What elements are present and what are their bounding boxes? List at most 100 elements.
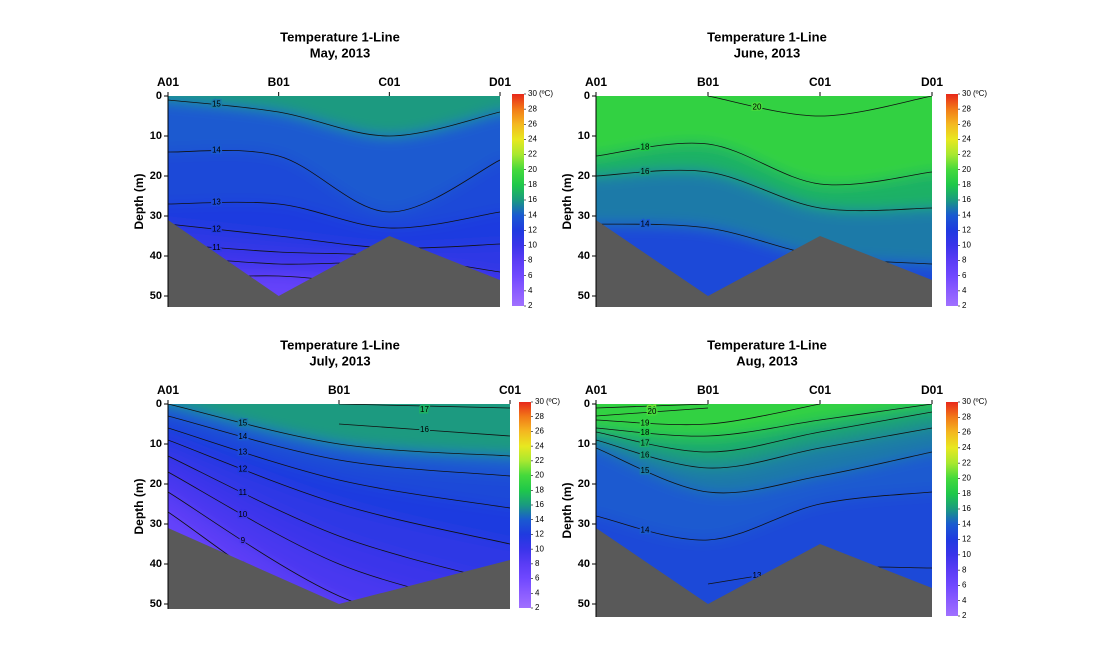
y-tick-label: 0 [156, 398, 162, 410]
contour-label: 15 [212, 100, 221, 109]
chart-subtitle: Aug, 2013 [736, 353, 797, 368]
station-label: B01 [268, 75, 290, 89]
contour-label: 11 [212, 243, 221, 252]
colorbar-tick-label: 8 [535, 559, 540, 568]
colorbar-tick-label: 22 [962, 150, 971, 159]
seabed [596, 220, 932, 307]
colorbar-tick-label: 26 [962, 428, 971, 437]
seabed [168, 528, 510, 609]
colorbar-tick-label: 28 [528, 104, 537, 113]
contour-label: 20 [648, 407, 657, 416]
colorbar-unit: (ºC) [973, 397, 987, 406]
station-label: C01 [378, 75, 400, 89]
contour-label: 14 [641, 219, 650, 228]
chart-subtitle: June, 2013 [734, 45, 801, 60]
y-tick-label: 40 [150, 250, 162, 262]
plot-area: 20 18 16 14 [596, 96, 932, 307]
colorbar-tick-label: 18 [962, 180, 971, 189]
y-tick-label: 20 [578, 170, 590, 182]
colorbar-tick-label: 26 [535, 427, 544, 436]
colorbar-tick-label: 6 [535, 574, 540, 583]
chart-subtitle: May, 2013 [310, 45, 370, 60]
colorbar-tick-label: 4 [528, 286, 533, 295]
colorbar-tick-label: 14 [962, 519, 971, 528]
colorbar-tick-label: 30 [962, 89, 971, 98]
station-label: A01 [585, 75, 607, 89]
station-label: A01 [157, 75, 179, 89]
y-tick-label: 40 [150, 558, 162, 570]
temperature-field [168, 404, 510, 609]
colorbar-tick-label: 30 [962, 397, 971, 406]
colorbar-tick-label: 2 [535, 603, 540, 612]
colorbar-tick-label: 20 [535, 471, 544, 480]
colorbar-tick-label: 30 [528, 89, 537, 98]
contour-line [168, 427, 510, 509]
y-tick-label: 20 [150, 170, 162, 182]
colorbar-tick-label: 24 [962, 135, 971, 144]
y-tick-label: 30 [150, 210, 162, 222]
colorbar-tick-label: 8 [528, 256, 533, 265]
colorbar-tick-label: 28 [962, 412, 971, 421]
contour-line [596, 404, 821, 426]
y-tick-label: 10 [150, 438, 162, 450]
colorbar-unit: (ºC) [973, 89, 987, 98]
chart-title: Temperature 1-Line [707, 29, 827, 44]
contour-label: 18 [641, 428, 650, 437]
colorbar-tick-label: 14 [528, 210, 537, 219]
station-label: D01 [489, 75, 511, 89]
colorbar-tick-label: 26 [528, 119, 537, 128]
contour-label: 21 [648, 405, 657, 414]
station-label: D01 [921, 75, 943, 89]
contour-label: 18 [641, 143, 650, 152]
colorbar [946, 94, 958, 306]
contour-label: 16 [641, 167, 650, 176]
colorbar-tick-label: 28 [535, 412, 544, 421]
contour-label: 15 [641, 466, 650, 475]
contour-line [707, 96, 932, 117]
contour-label: 20 [753, 102, 762, 111]
colorbar-tick-label: 18 [528, 180, 537, 189]
seabed [168, 220, 500, 307]
contour-line [596, 169, 932, 212]
colorbar-tick-label: 16 [528, 195, 537, 204]
contour-line [168, 404, 510, 457]
colorbar-tick-label: 10 [535, 544, 544, 553]
contour-line [338, 404, 510, 409]
colorbar-tick-label: 16 [962, 504, 971, 513]
y-tick-label: 30 [578, 210, 590, 222]
contour-label: 14 [641, 525, 650, 534]
colorbar-tick-label: 2 [962, 301, 967, 310]
colorbar-tick-label: 20 [962, 474, 971, 483]
colorbar-tick-label: 20 [962, 165, 971, 174]
colorbar-tick-label: 14 [962, 210, 971, 219]
contour-line [596, 491, 932, 541]
colorbar-tick-label: 24 [535, 441, 544, 450]
colorbar-tick-label: 18 [535, 485, 544, 494]
colorbar-tick-label: 26 [962, 119, 971, 128]
contour-line [168, 439, 510, 545]
plot-area: 1514131211108 [168, 96, 500, 307]
y-tick-label: 20 [578, 478, 590, 490]
contour-label: 11 [239, 488, 248, 497]
colorbar-tick-label: 16 [535, 500, 544, 509]
colorbar-tick-label: 12 [528, 225, 537, 234]
y-tick-label: 20 [150, 478, 162, 490]
colorbar-tick-label: 24 [528, 135, 537, 144]
contour-line [596, 142, 932, 186]
station-label: B01 [328, 383, 350, 397]
contour-line [596, 447, 932, 494]
colorbar [946, 402, 958, 616]
colorbar [512, 94, 524, 306]
contour-label: 13 [238, 447, 247, 456]
contour-line [338, 423, 510, 437]
colorbar-tick-label: 4 [962, 596, 967, 605]
station-label: D01 [921, 383, 943, 397]
plot-area: 171615141312111098 [168, 404, 510, 609]
contour-line [168, 415, 510, 477]
y-tick-label: 0 [156, 90, 162, 102]
y-tick-label: 0 [584, 90, 590, 102]
colorbar-unit: (ºC) [539, 89, 553, 98]
